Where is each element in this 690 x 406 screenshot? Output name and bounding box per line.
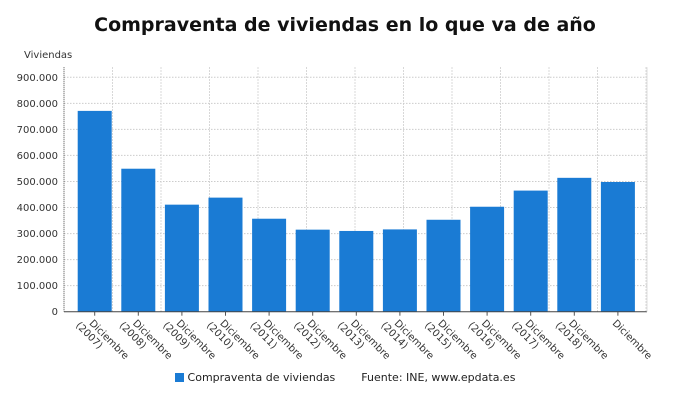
bar xyxy=(600,181,635,312)
y-tick-label: 600.000 xyxy=(17,151,58,162)
y-tick-label: 100.000 xyxy=(17,281,58,292)
y-tick-label: 900.000 xyxy=(17,73,58,84)
x-tick-label: Diciembre(2017) xyxy=(509,312,566,369)
y-tick-label: 0 xyxy=(52,307,58,318)
bar xyxy=(208,197,243,312)
x-tick-label: Diciembre(2012) xyxy=(291,312,348,369)
bar xyxy=(513,190,548,312)
bar xyxy=(121,168,156,312)
bar xyxy=(252,218,287,312)
x-tick-label: Diciembre(2013) xyxy=(335,312,392,369)
bar xyxy=(77,110,112,312)
x-tick-label: Diciembre(2008) xyxy=(117,312,174,369)
bar xyxy=(339,230,374,312)
legend: Compraventa de viviendas Fuente: INE, www… xyxy=(0,371,690,384)
y-axis-label: Viviendas xyxy=(24,50,72,61)
x-tick-label: Diciembre xyxy=(610,318,654,362)
legend-swatch xyxy=(174,373,184,382)
x-tick-label: Diciembre(2014) xyxy=(378,312,435,369)
bar xyxy=(470,206,505,312)
legend-label: Compraventa de viviendas xyxy=(187,371,336,384)
x-tick-label: Diciembre(2011) xyxy=(248,312,305,369)
x-tick-label: Diciembre(2009) xyxy=(160,312,217,369)
x-tick-label: Diciembre(2007) xyxy=(73,312,130,369)
bar xyxy=(426,219,461,312)
bar xyxy=(382,229,417,312)
y-tick-label: 700.000 xyxy=(17,125,58,136)
x-tick-label: Diciembre(2010) xyxy=(204,312,261,369)
chart-title: Compraventa de viviendas en lo que va de… xyxy=(94,14,596,36)
y-tick-label: 400.000 xyxy=(17,203,58,214)
source-note: Fuente: INE, www.epdata.es xyxy=(361,371,516,384)
bar xyxy=(295,229,330,312)
y-tick-label: 200.000 xyxy=(17,255,58,266)
x-tick-label: Diciembre(2016) xyxy=(466,312,523,369)
x-tick-label: Diciembre(2015) xyxy=(422,312,479,369)
y-tick-label: 500.000 xyxy=(17,177,58,188)
x-tick-label: Diciembre(2018) xyxy=(553,312,610,369)
y-tick-label: 800.000 xyxy=(17,99,58,110)
bar xyxy=(164,204,199,312)
y-tick-label: 300.000 xyxy=(17,229,58,240)
bar xyxy=(557,177,592,312)
